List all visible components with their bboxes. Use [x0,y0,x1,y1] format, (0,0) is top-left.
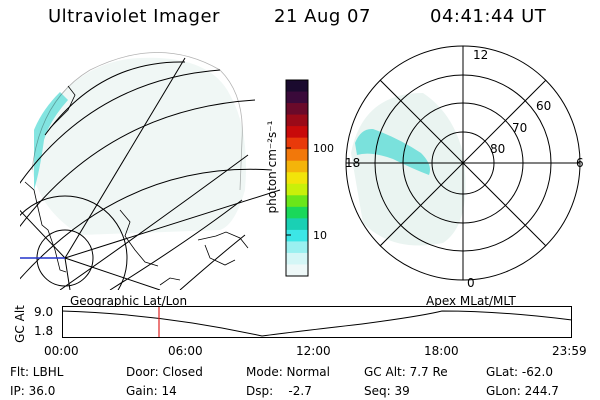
info-filter: Flt: LBHL [10,365,64,379]
timeline-left-title: Geographic Lat/Lon [70,294,188,308]
timeline-right-title: Apex MLat/MLT [426,294,516,308]
colorbar-stripe [286,183,308,196]
info-seq: Seq: 39 [364,384,410,398]
timeline-xtick-0600: 06:00 [168,344,203,358]
timeline-xtick-1800: 18:00 [424,344,459,358]
altitude-timeline [61,306,573,338]
altitude-curve [61,310,573,337]
mlt-label-18: 18 [345,156,361,170]
date-label: 21 Aug 07 [274,6,371,27]
timeline-ylabel: GC Alt [13,305,27,343]
colorbar-stripe [286,137,308,150]
colorbar-stripe [286,252,308,265]
mlt-label-12: 12 [473,48,489,62]
colorbar-stripe [286,195,308,208]
info-gc-alt: GC Alt: 7.7 Re [364,365,448,379]
polar-emission-field [351,93,466,246]
mlt-label-0: 0 [467,276,475,290]
mlat-label-80: 80 [490,142,506,156]
instrument-title: Ultraviolet Imager [48,6,220,27]
colorbar-stripe [286,160,308,173]
colorbar-tick-10: 10 [313,229,327,242]
colorbar-stripe [286,264,308,277]
info-dsp: Dsp: -2.7 [246,384,312,398]
mlt-label-6: 6 [576,156,584,170]
timeline-ytick-1.8: 1.8 [34,324,54,338]
info-mode: Mode: Normal [246,365,330,379]
polar-plot [345,45,581,281]
colorbar-stripe [286,114,308,127]
colorbar [285,79,309,277]
colorbar-stripe [286,91,308,104]
timeline-xtick-0000: 00:00 [44,344,79,358]
mlat-label-60: 60 [536,99,552,113]
info-glon: GLon: 244.7 [486,384,559,398]
timeline-xtick-1200: 12:00 [296,344,331,358]
info-glat: GLat: -62.0 [486,365,553,379]
colorbar-stripe [286,172,308,185]
info-door: Door: Closed [126,365,203,379]
colorbar-stripe [286,126,308,139]
colorbar-label: photon cm⁻²s⁻¹ [265,120,279,214]
timeline-xtick-2359: 23:59 [552,344,587,358]
colorbar-stripe [286,241,308,254]
colorbar-stripe [286,218,308,231]
mlat-label-70: 70 [512,121,528,135]
geographic-map [20,52,281,290]
auroral-oval [34,92,68,190]
time-label: 04:41:44 UT [430,6,547,27]
colorbar-stripe [286,149,308,162]
emission-region [32,57,246,235]
colorbar-stripe [286,229,308,242]
colorbar-tick-100: 100 [313,142,334,155]
colorbar-stripe [286,80,308,93]
timeline-ytick-9: 9.0 [34,305,54,319]
info-ip: IP: 36.0 [10,384,56,398]
colorbar-stripe [286,103,308,116]
colorbar-stripe [286,206,308,219]
info-gain: Gain: 14 [126,384,177,398]
